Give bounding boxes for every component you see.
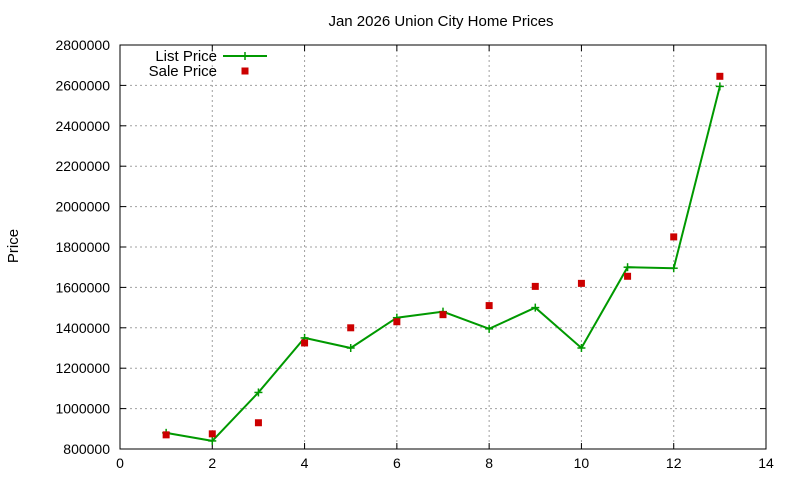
y-tick-label: 1600000 <box>55 279 110 295</box>
list-price-point <box>623 263 632 272</box>
list-price-point <box>531 303 540 312</box>
list-price-point <box>346 344 355 352</box>
x-tick-label: 8 <box>485 455 493 471</box>
list-price-point <box>254 388 263 397</box>
sale-price-point <box>254 419 262 427</box>
x-tick-label: 6 <box>393 455 401 471</box>
list-price-point <box>715 82 724 91</box>
plot-frame <box>119 44 767 450</box>
sale-price-point <box>531 282 539 290</box>
y-tick-label: 800000 <box>63 441 110 457</box>
sale-price-point <box>347 324 355 332</box>
x-tick-label: 12 <box>666 455 682 471</box>
y-tick-label: 1800000 <box>55 239 110 255</box>
sale-price-point <box>301 339 309 347</box>
x-tick-label: 0 <box>116 455 124 471</box>
y-tick-label: 2000000 <box>55 199 110 215</box>
sale-price-point <box>162 431 170 439</box>
sale-price-point <box>624 272 632 280</box>
list-price-point <box>208 436 217 445</box>
y-tick-label: 2600000 <box>55 77 110 93</box>
y-axis-label: Price <box>5 229 22 263</box>
x-tick-label: 2 <box>208 455 216 471</box>
series-layer <box>162 72 724 445</box>
sale-price-point <box>670 233 678 241</box>
legend-marker-sale-price <box>241 67 249 75</box>
chart-title: Jan 2026 Union City Home Prices <box>328 13 553 30</box>
y-tick-label: 1000000 <box>55 401 110 417</box>
sale-price-point <box>393 318 401 326</box>
y-tick-label: 1200000 <box>55 360 110 376</box>
y-tick-label: 1400000 <box>55 320 110 336</box>
sale-price-point <box>485 302 493 310</box>
grid <box>120 45 766 449</box>
list-price-point <box>577 344 586 352</box>
axis-ticks: 0 2 4 6 8 10 12 14 800000 1000000 1200000 1400000 16… <box>55 37 774 471</box>
y-tick-label: 2800000 <box>55 37 110 53</box>
legend-label-list-price: List Price <box>155 48 217 65</box>
list-price-point <box>669 264 678 273</box>
legend-label-sale-price: Sale Price <box>149 63 217 80</box>
sale-price-point <box>208 430 216 438</box>
legend: List Price Sale Price <box>149 48 267 80</box>
sale-price-point <box>716 72 724 80</box>
list-price-point <box>485 324 494 333</box>
y-tick-label: 2400000 <box>55 118 110 134</box>
x-tick-label: 14 <box>758 455 774 471</box>
sale-price-point <box>439 311 447 319</box>
legend-marker-list-price <box>241 52 249 60</box>
x-tick-label: 4 <box>301 455 309 471</box>
x-tick-label: 10 <box>574 455 590 471</box>
list-price-line <box>165 86 721 442</box>
sale-price-point <box>577 279 585 287</box>
y-tick-label: 2200000 <box>55 158 110 174</box>
